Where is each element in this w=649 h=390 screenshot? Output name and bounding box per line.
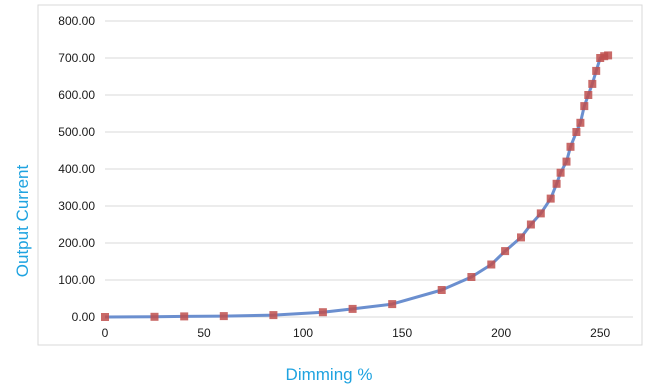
x-tick-label: 250	[590, 326, 610, 340]
y-tick-label: 300.00	[58, 199, 95, 213]
data-point	[572, 128, 581, 136]
data-point	[552, 179, 561, 188]
y-tick-label: 700.00	[58, 51, 95, 65]
data-point	[580, 102, 589, 111]
data-point	[437, 286, 446, 294]
data-point	[604, 51, 613, 60]
data-point	[556, 168, 565, 177]
y-tick-label: 600.00	[58, 88, 95, 102]
x-axis-title: Dimming %	[286, 365, 373, 384]
x-tick-label: 150	[392, 326, 412, 340]
y-tick-labels: 0.00 100.00 200.00 300.00 400.00 500.00 600.00…	[58, 14, 95, 324]
data-point	[101, 313, 109, 321]
data-point	[318, 308, 327, 317]
y-axis-title: Output Current	[13, 165, 32, 278]
data-point	[388, 300, 397, 309]
y-tick-label: 400.00	[58, 162, 95, 176]
x-tick-label: 50	[197, 326, 211, 340]
data-points	[101, 51, 613, 321]
data-point	[588, 79, 597, 88]
data-point	[584, 91, 593, 99]
x-tick-labels: 0 50 100 150 200 250	[102, 326, 611, 340]
x-tick-label: 0	[102, 326, 109, 340]
data-point	[150, 312, 159, 321]
data-point	[566, 142, 575, 151]
x-tick-label: 200	[491, 326, 511, 340]
data-point	[517, 233, 525, 242]
data-point	[562, 157, 571, 166]
data-point	[467, 273, 476, 281]
x-tick-label: 100	[293, 326, 313, 340]
data-point	[576, 118, 585, 127]
data-point	[348, 304, 357, 313]
y-tick-label: 500.00	[58, 125, 95, 139]
data-point	[269, 311, 278, 320]
gridlines	[105, 20, 633, 318]
data-point	[592, 66, 601, 75]
data-point	[546, 194, 555, 203]
data-point	[501, 247, 510, 256]
y-tick-label: 100.00	[58, 273, 95, 287]
data-point	[526, 220, 535, 229]
y-tick-label: 0.00	[72, 310, 96, 324]
data-point	[219, 312, 228, 321]
y-tick-label: 200.00	[58, 236, 95, 250]
data-point	[487, 260, 496, 269]
y-tick-label: 800.00	[58, 14, 95, 28]
data-point	[180, 312, 189, 321]
chart-frame	[37, 4, 643, 346]
data-point	[536, 209, 545, 218]
